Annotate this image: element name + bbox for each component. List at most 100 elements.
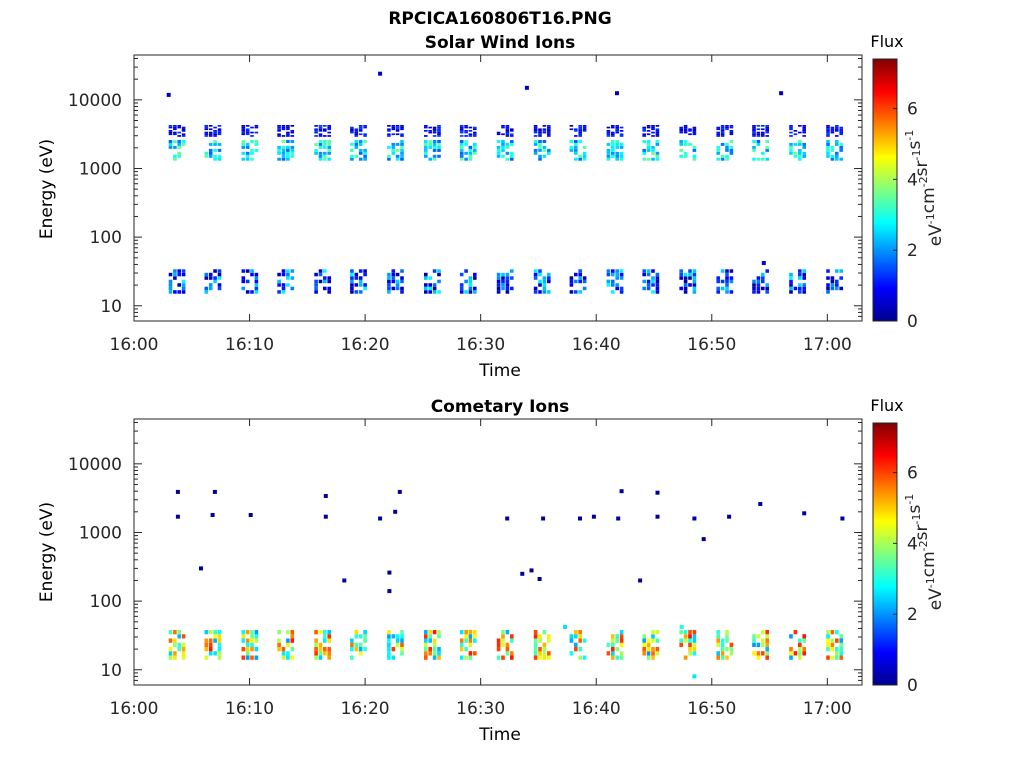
heatmap-cell [354,630,359,635]
heatmap-cell [281,647,286,652]
heatmap-cell [510,142,514,146]
heatmap-cell [538,142,542,146]
heatmap-cell [683,276,688,280]
heatmap-cell [213,276,217,280]
heatmap-cell [798,655,802,660]
heatmap-cell [387,655,391,660]
heatmap-cell [391,128,396,131]
heatmap-cell [217,638,222,643]
heatmap-cell [468,135,473,137]
heatmap-cell [327,630,331,635]
heatmap-cell [323,151,327,155]
heatmap-cell [835,655,839,660]
heatmap-cell [547,126,551,129]
heatmap-cell [281,145,286,149]
heatmap-cell [830,145,835,149]
heatmap-cell [692,128,697,131]
heatmap-cell [725,283,729,287]
heatmap-cell [363,154,367,158]
heatmap-cell [683,130,688,132]
heatmap-cell [765,148,769,152]
y-tick-label: 1000 [79,159,122,179]
heatmap-cell [464,151,468,155]
heatmap-cell [327,157,331,161]
heatmap-cell [501,142,505,146]
heatmap-cell [391,647,396,652]
heatmap-cell [400,279,404,284]
heatmap-cell [177,290,181,294]
heatmap-cell [761,133,765,136]
heatmap-cell [720,126,725,129]
heatmap-cell [716,145,720,149]
heatmap-cell [250,135,254,137]
heatmap-cell [459,638,464,643]
axes: 10 100 1000 10000 16:00 16:10 16:20 16:30 16:40 1… [68,418,863,719]
heatmap-cell [391,655,396,660]
heatmap-point [378,516,383,521]
heatmap-cell [281,135,286,137]
heatmap-cell [468,157,473,161]
heatmap-cell [473,128,477,131]
heatmap-cell [286,269,290,273]
heatmap-cell [168,125,173,127]
heatmap-cell [204,290,209,294]
heatmap-cell [464,157,468,161]
heatmap-cell [688,128,692,131]
heatmap-cell [318,126,323,129]
heatmap-cell [538,634,542,639]
heatmap-cell [354,154,359,158]
heatmap-cell [432,148,437,152]
heatmap-cell [725,655,729,660]
heatmap-cell [173,140,177,143]
heatmap-point [537,577,542,581]
heatmap-cell [830,148,835,152]
heatmap-cell [204,125,209,127]
heatmap-point [323,494,328,498]
heatmap-cell [538,647,542,652]
heatmap-cell [254,126,259,129]
heatmap-cell [679,630,683,635]
heatmap-cell [290,140,295,143]
heatmap-cell [839,145,843,149]
heatmap-cell [318,279,323,284]
heatmap-cell [756,642,761,647]
heatmap-cell [496,286,501,291]
heatmap-cell [582,154,587,158]
heatmap-cell [358,130,363,132]
heatmap-cell [578,279,582,284]
heatmap-cell [424,142,428,146]
heatmap-cell [646,130,651,132]
heatmap-cell [387,638,391,643]
colorbar-gradient [872,58,898,322]
heatmap-cell [655,140,660,143]
heatmap-cell [395,148,400,152]
heatmap-cell [277,133,281,136]
heatmap-cell [611,142,615,146]
heatmap-cell [538,279,542,284]
heatmap-cell [646,145,651,149]
heatmap-cell [642,157,646,161]
heatmap-cell [655,128,660,131]
heatmap-cell [428,634,432,639]
heatmap-cell [839,269,843,273]
heatmap-cell [459,142,464,146]
heatmap-cell [729,647,734,652]
heatmap-cell [606,279,611,284]
heatmap-cell [181,272,186,277]
heatmap-cell [615,634,619,639]
heatmap-point [387,589,392,594]
heatmap-cell [692,290,697,294]
heatmap-cell [173,126,177,129]
heatmap-cell [533,634,538,639]
heatmap-cell [437,630,441,635]
heatmap-cell [505,151,510,155]
heatmap-cell [611,131,615,134]
heatmap-cell [208,651,213,656]
heatmap-cell [683,154,688,158]
heatmap-cell [756,651,761,656]
heatmap-cell [725,634,729,639]
heatmap-cell [437,125,441,127]
heatmap-cell [323,634,327,639]
heatmap-cell [250,638,254,643]
heatmap-cell [424,145,428,149]
